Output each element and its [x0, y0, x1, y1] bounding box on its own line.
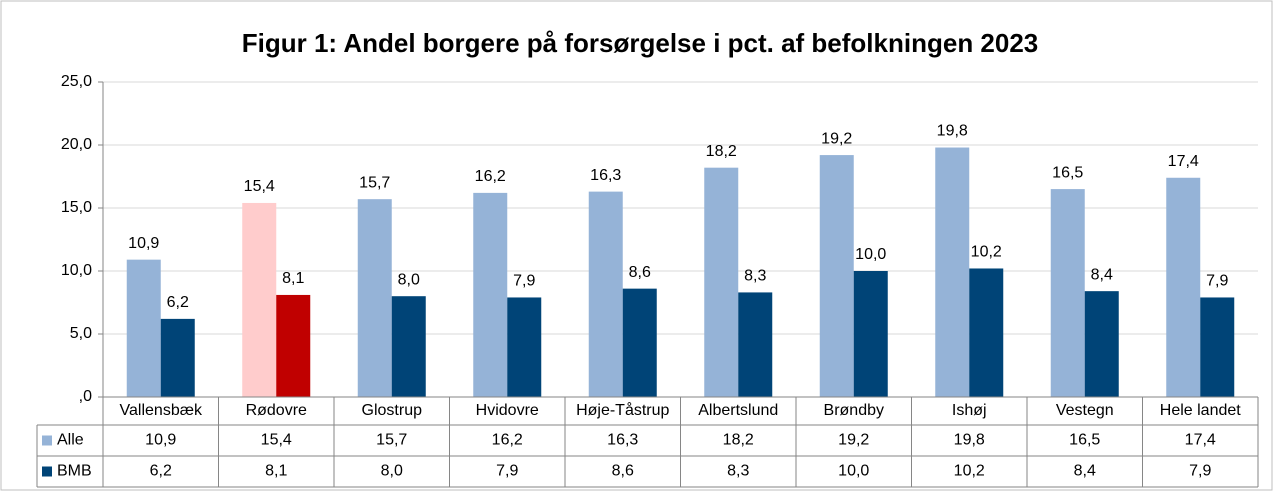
- data-label: 8,6: [629, 264, 651, 281]
- table-cell: 16,5: [1069, 432, 1100, 449]
- data-label: 8,3: [744, 268, 766, 285]
- bar: [704, 167, 739, 397]
- x-tick-label: Høje-Tåstrup: [576, 401, 669, 419]
- bar: [819, 155, 854, 397]
- y-tick-label: ,0: [79, 388, 92, 405]
- data-label: 8,1: [282, 270, 304, 287]
- bar: [160, 318, 195, 397]
- data-label: 6,2: [167, 294, 189, 311]
- x-tick-label: Glostrup: [362, 402, 423, 419]
- table-cell: 8,3: [727, 463, 749, 480]
- table-cell: 8,4: [1074, 463, 1096, 480]
- data-label: 15,7: [359, 174, 390, 191]
- table-cell: 7,9: [496, 463, 518, 480]
- data-label: 17,4: [1168, 153, 1199, 170]
- bar: [473, 192, 508, 397]
- table-cell: 15,4: [261, 432, 292, 449]
- legend-label: Alle: [57, 432, 84, 449]
- data-label: 19,8: [937, 123, 968, 140]
- data-label: 19,2: [821, 130, 852, 147]
- bar: [1166, 177, 1201, 397]
- table-cell: 17,4: [1185, 432, 1216, 449]
- bar: [1084, 291, 1119, 397]
- bar: [1200, 297, 1235, 397]
- bar: [853, 271, 888, 397]
- table-cell: 10,0: [838, 463, 869, 480]
- data-label: 10,2: [971, 244, 1002, 261]
- x-tick-label: Vestegn: [1056, 402, 1114, 419]
- bar: [588, 191, 623, 397]
- bar: [969, 268, 1004, 397]
- table-cell: 10,2: [954, 463, 985, 480]
- bar: [276, 294, 311, 397]
- legend-swatch: [42, 466, 52, 477]
- data-label: 10,0: [855, 246, 886, 263]
- bar: [1050, 189, 1085, 397]
- bar: [507, 297, 542, 397]
- chart-title: Figur 1: Andel borgere på forsørgelse i …: [242, 28, 1039, 58]
- table-cell: 10,9: [145, 432, 176, 449]
- data-label: 16,2: [475, 168, 506, 185]
- data-label: 10,9: [128, 235, 159, 252]
- data-label: 16,3: [590, 167, 621, 184]
- x-tick-label: Brøndby: [824, 402, 884, 419]
- x-tick-label: Hele landet: [1160, 402, 1242, 419]
- table-cell: 7,9: [1189, 463, 1211, 480]
- y-tick-label: 20,0: [61, 136, 92, 153]
- table-cell: 19,2: [838, 432, 869, 449]
- bar: [622, 288, 657, 397]
- x-tick-label: Vallensbæk: [120, 402, 203, 419]
- bar: [126, 259, 161, 397]
- bar: [391, 296, 426, 397]
- y-tick-label: 10,0: [61, 262, 92, 279]
- y-tick-label: 25,0: [61, 73, 92, 90]
- data-label: 7,9: [1206, 273, 1228, 290]
- table-cell: 8,6: [612, 463, 634, 480]
- x-tick-label: Albertslund: [698, 402, 778, 419]
- x-tick-label: Ishøj: [952, 402, 987, 419]
- legend-swatch: [42, 435, 52, 446]
- bar: [357, 199, 392, 397]
- bar: [935, 147, 970, 397]
- x-tick-label: Hvidovre: [476, 402, 539, 419]
- table-cell: 8,1: [265, 463, 287, 480]
- data-label: 18,2: [706, 143, 737, 160]
- y-tick-label: 15,0: [61, 199, 92, 216]
- bar: [738, 292, 773, 397]
- data-label: 8,4: [1091, 266, 1113, 283]
- data-label: 16,5: [1052, 164, 1083, 181]
- table-cell: 19,8: [954, 432, 985, 449]
- bar: [242, 202, 277, 397]
- legend-label: BMB: [57, 463, 92, 480]
- table-cell: 18,2: [723, 432, 754, 449]
- table-cell: 15,7: [376, 432, 407, 449]
- data-label: 8,0: [398, 271, 420, 288]
- table-cell: 8,0: [381, 463, 403, 480]
- table-cell: 16,2: [492, 432, 523, 449]
- y-tick-label: 5,0: [70, 325, 92, 342]
- x-tick-label: Rødovre: [246, 402, 307, 419]
- data-label: 7,9: [513, 273, 535, 290]
- table-cell: 16,3: [607, 432, 638, 449]
- data-label: 15,4: [244, 178, 275, 195]
- table-cell: 6,2: [150, 463, 172, 480]
